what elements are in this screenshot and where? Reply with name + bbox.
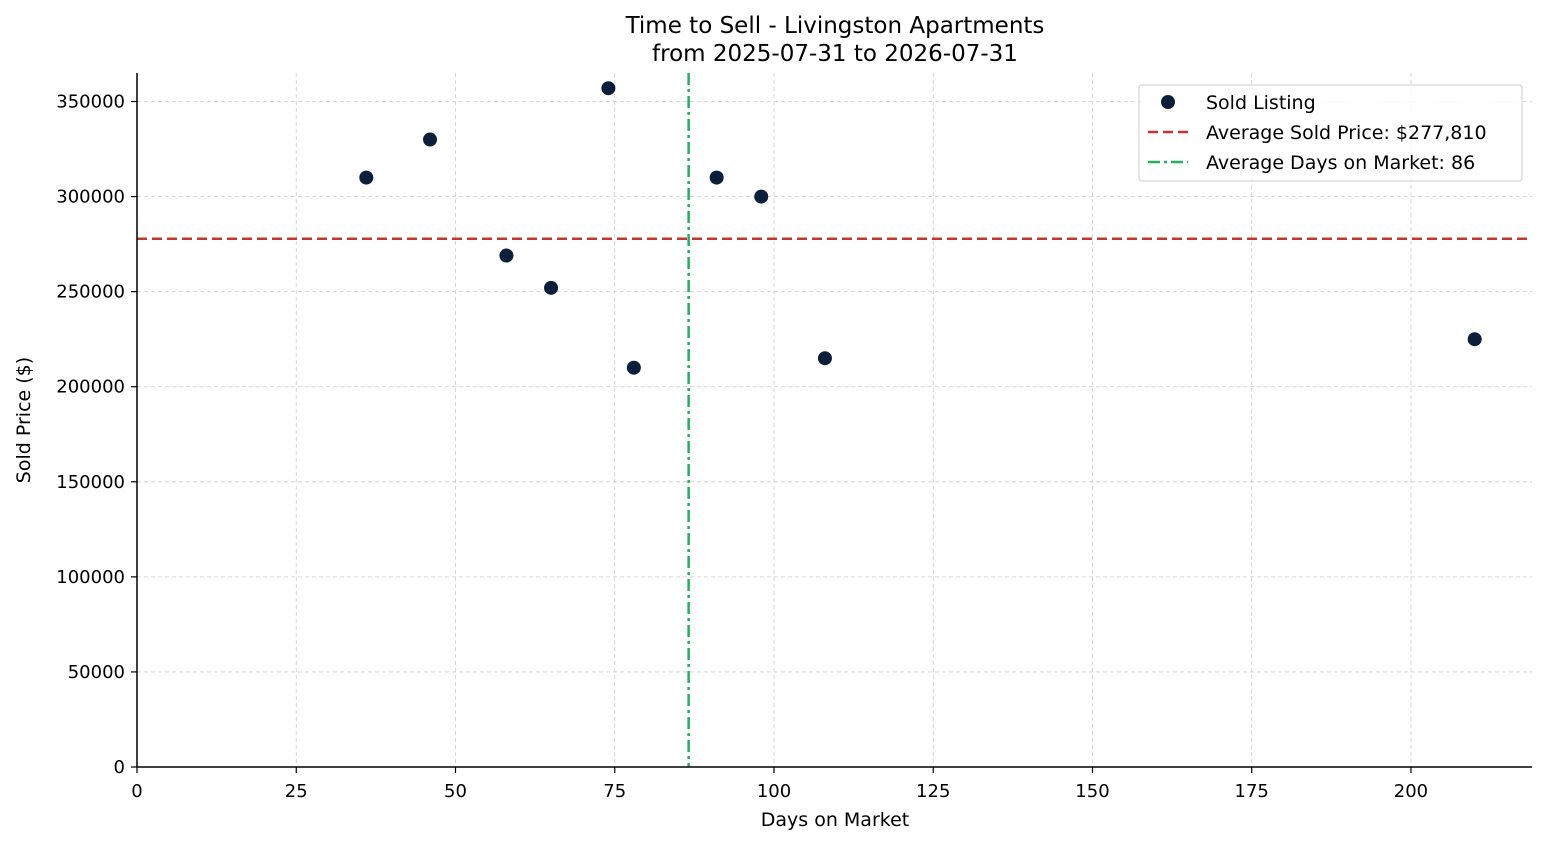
data-point [601,81,616,96]
data-point [1467,332,1482,347]
legend-label: Average Days on Market: 86 [1206,152,1475,174]
x-tick-label: 175 [1235,781,1269,802]
x-tick-label: 0 [131,781,142,802]
legend-marker [1161,95,1175,109]
data-point [817,351,832,366]
y-tick-label: 100000 [56,567,125,588]
reference-lines [137,73,1532,767]
data-point [754,189,769,204]
tick-labels: 0 25 50 75 100 125 150 175 200 0 50000 100000 150000… [56,92,1428,802]
y-tick-label: 200000 [56,377,125,398]
data-point [709,170,724,185]
y-tick-label: 0 [114,757,125,778]
y-tick-label: 50000 [68,662,125,683]
data-point [423,132,438,147]
data-point [544,280,559,295]
y-tick-label: 300000 [56,187,125,208]
data-point [626,360,641,375]
x-tick-label: 100 [757,781,791,802]
legend: Sold Listing Average Sold Price: $277,810… [1138,84,1523,182]
legend-box [1138,84,1523,182]
data-point [359,170,374,185]
x-tick-label: 150 [1075,781,1109,802]
x-tick-label: 25 [285,781,308,802]
x-axis-title: Days on Market [761,809,909,831]
legend-label: Sold Listing [1206,92,1316,114]
axes [136,73,1532,768]
x-tick-label: 200 [1394,781,1428,802]
x-tick-label: 125 [916,781,950,802]
y-tick-label: 150000 [56,472,125,493]
data-points [359,81,1482,375]
chart-subtitle: from 2025-07-31 to 2026-07-31 [652,41,1018,67]
x-tick-label: 50 [444,781,467,802]
data-point [499,248,514,263]
y-axis-title: Sold Price ($) [13,357,35,483]
y-tick-label: 350000 [56,92,125,113]
legend-label: Average Sold Price: $277,810 [1206,122,1487,144]
chart-title: Time to Sell - Livingston Apartments [625,13,1045,39]
x-tick-label: 75 [603,781,626,802]
y-tick-label: 250000 [56,282,125,303]
